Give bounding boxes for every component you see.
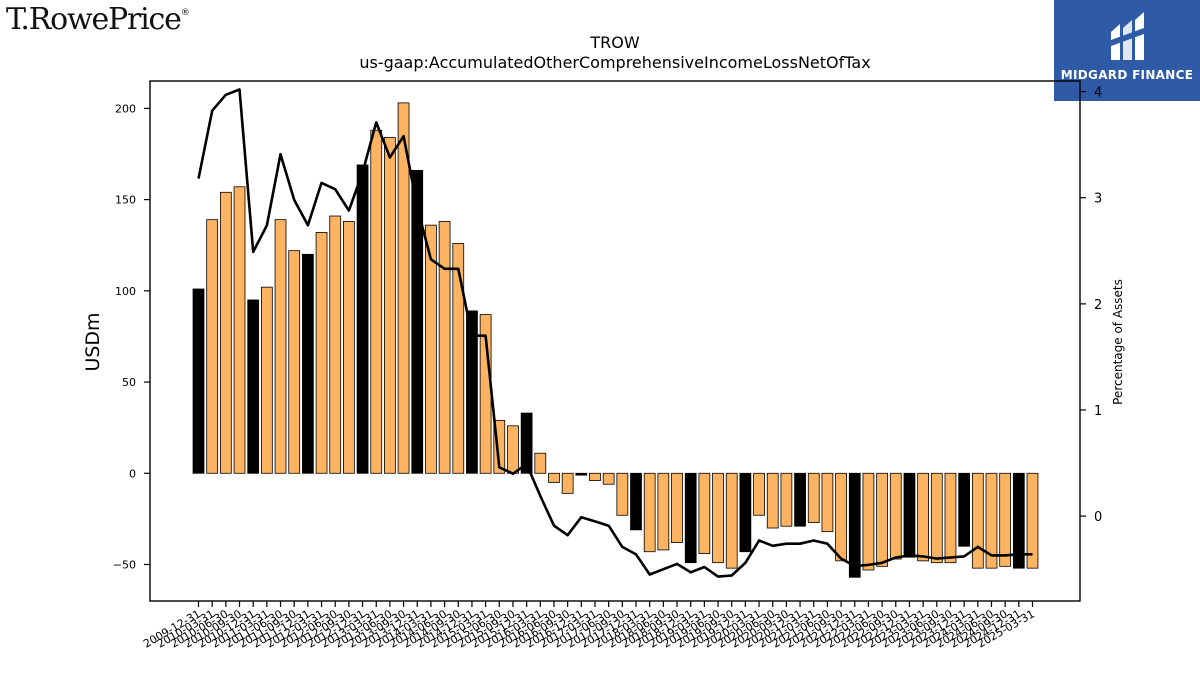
bar [247, 299, 260, 474]
bar [575, 472, 588, 476]
bars-layer [192, 102, 1039, 578]
bar [616, 472, 629, 516]
bar [671, 472, 683, 544]
bar [302, 253, 314, 474]
bar [370, 129, 383, 474]
brand-logo-text: T.RowePrice [6, 2, 182, 37]
bar [356, 164, 369, 474]
percentage-line [197, 88, 1033, 578]
bar [260, 286, 273, 474]
bar [999, 472, 1012, 567]
bar [876, 472, 888, 567]
bar [780, 472, 793, 527]
partner-badge: MIDGARD FINANCE [1054, 0, 1200, 101]
y-tick-label: 150 [115, 194, 136, 207]
bar [548, 472, 560, 483]
y-tick-label: 50 [122, 376, 136, 389]
bar [507, 425, 519, 474]
chart-title: TROW [589, 33, 639, 52]
bar [944, 472, 957, 564]
bar [1026, 472, 1039, 569]
brand-logo: T.RowePrice® [6, 2, 190, 37]
bar [561, 472, 574, 494]
y2-tick-label: 4 [1094, 86, 1102, 101]
bar [384, 137, 396, 474]
line-layer [197, 88, 1033, 578]
partner-logo-icon [1111, 12, 1144, 60]
partner-name: MIDGARD FINANCE [1060, 68, 1194, 82]
bar [589, 472, 601, 481]
bar [1012, 472, 1025, 569]
bar [602, 472, 615, 485]
bar [739, 472, 752, 553]
bar [630, 472, 642, 531]
bar [903, 472, 916, 558]
bar [807, 472, 820, 523]
bar [343, 221, 355, 474]
bar [288, 250, 301, 474]
bar [411, 170, 424, 474]
bar [534, 452, 547, 474]
y-axis-label: USDm [82, 312, 104, 371]
y2-axis-label: Percentage of Assets [1111, 279, 1125, 405]
bar [466, 310, 478, 474]
bar [219, 191, 232, 474]
bar [930, 472, 943, 564]
bar [438, 221, 451, 474]
y-tick-label: 0 [129, 467, 136, 480]
y-tick-label: 100 [115, 285, 136, 298]
bar [698, 472, 711, 554]
bar [192, 288, 205, 474]
y-tick-label: 200 [115, 102, 136, 115]
y2-tick-label: 0 [1094, 510, 1102, 525]
bar [794, 472, 806, 527]
axes-layer: −50050100150200012342009-12-312010-03-31… [113, 80, 1102, 651]
bar [315, 232, 328, 474]
chart-subtitle: us-gaap:AccumulatedOtherComprehensiveInc… [359, 53, 870, 72]
registered-mark: ® [180, 8, 190, 18]
bar [848, 472, 861, 578]
bar [643, 472, 656, 553]
bar [753, 472, 765, 516]
bar [274, 219, 287, 474]
y2-tick-label: 1 [1094, 404, 1102, 419]
bar [889, 472, 902, 560]
bar [725, 472, 738, 569]
y2-tick-label: 3 [1094, 192, 1102, 207]
y2-tick-label: 2 [1094, 298, 1102, 313]
bar [862, 472, 875, 571]
y-tick-label: −50 [113, 559, 136, 572]
bar [985, 472, 998, 569]
bar [657, 472, 670, 551]
bar [712, 472, 724, 564]
bar [835, 472, 847, 562]
bar [917, 472, 929, 562]
bar [520, 412, 533, 474]
bar [206, 219, 219, 474]
bar [397, 102, 410, 474]
bar [684, 472, 697, 564]
bar [493, 419, 506, 474]
plot-frame [149, 80, 1081, 602]
bar [452, 242, 465, 474]
bar [821, 472, 834, 533]
bar [329, 215, 342, 474]
bar [971, 472, 984, 569]
bar [766, 472, 779, 529]
bar [425, 224, 437, 474]
bar [233, 186, 246, 474]
bar [958, 472, 971, 547]
